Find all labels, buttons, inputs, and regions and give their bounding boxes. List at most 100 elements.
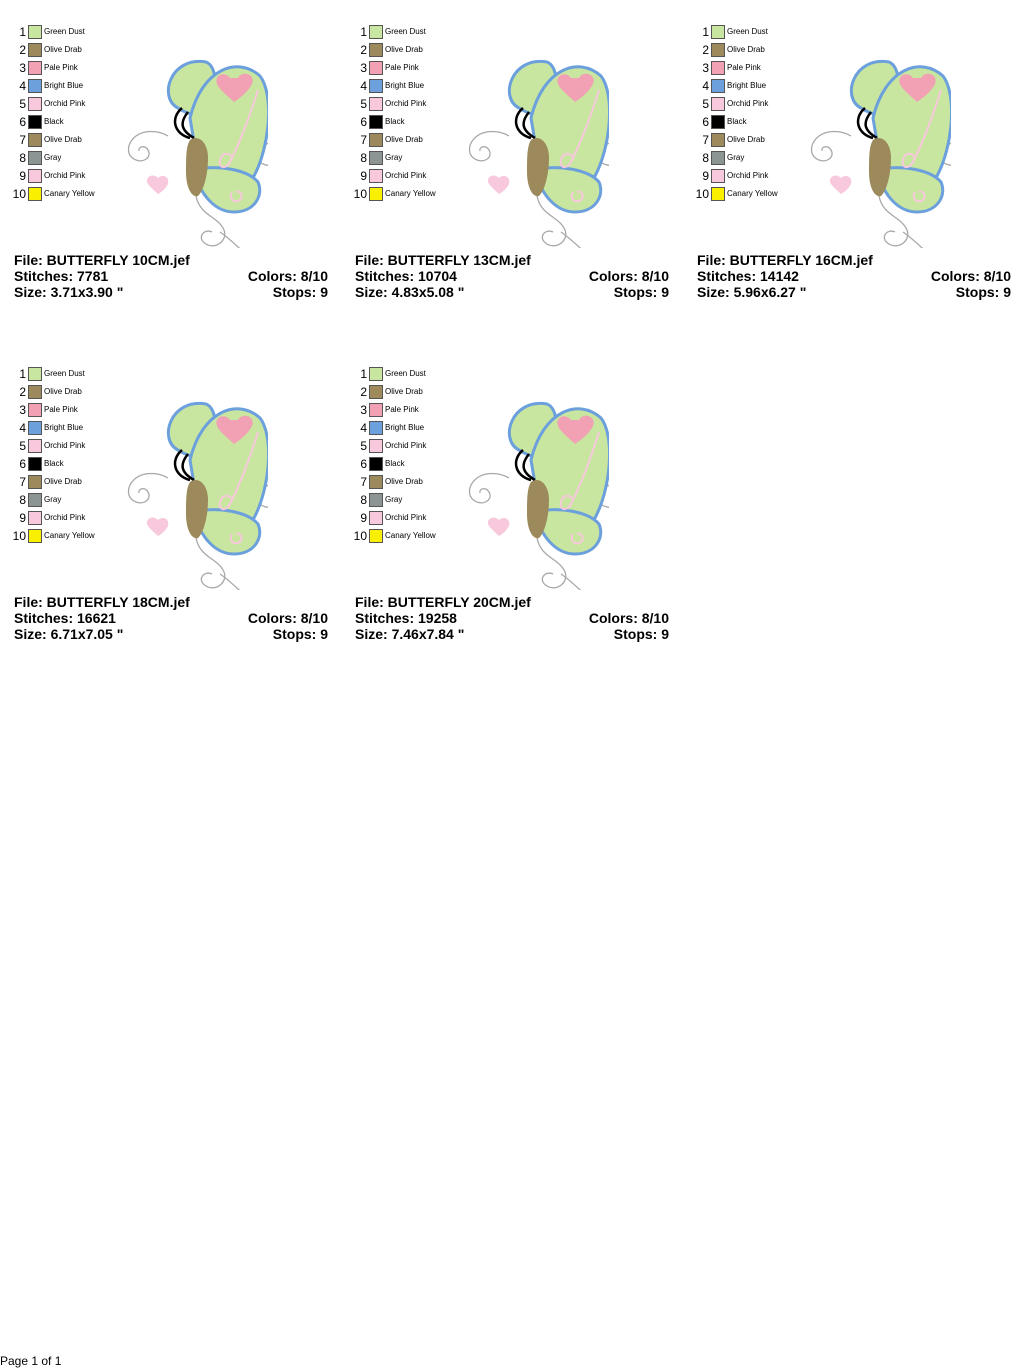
legend-row: 6 Black [683, 114, 803, 132]
file-row: File: BUTTERFLY 18CM.jef [14, 594, 328, 610]
color-swatch [369, 43, 383, 57]
size-row: Size: 6.71x7.05 " Stops: 9 [14, 626, 328, 642]
legend-row: 4 Bright Blue [341, 78, 461, 96]
color-swatch [28, 457, 42, 471]
design-card-2: 1 Green Dust 2 Olive Drab 3 Pale Pink 4 Bright … [341, 24, 671, 324]
legend-row: 5 Orchid Pink [341, 438, 461, 456]
color-swatch [28, 79, 42, 93]
legend-row: 9 Orchid Pink [683, 168, 803, 186]
stop-count: Stops: 9 [272, 284, 328, 300]
color-swatch [369, 25, 383, 39]
legend-row: 9 Orchid Pink [341, 168, 461, 186]
legend-row: 7 Olive Drab [0, 132, 120, 150]
color-swatch [711, 151, 725, 165]
thread-color-name: Pale Pink [44, 63, 78, 72]
legend-number: 4 [19, 421, 26, 435]
design-size: Size: 3.71x3.90 " [14, 284, 124, 300]
color-swatch [369, 61, 383, 75]
thread-color-name: Canary Yellow [385, 189, 436, 198]
stitch-count: Stitches: 14142 [697, 268, 799, 284]
color-swatch [28, 169, 42, 183]
design-info: File: BUTTERFLY 13CM.jef Stitches: 10704… [355, 252, 669, 300]
thread-color-name: Black [385, 117, 405, 126]
legend-row: 6 Black [341, 114, 461, 132]
legend-row: 6 Black [0, 114, 120, 132]
thread-color-name: Olive Drab [385, 135, 423, 144]
design-info: File: BUTTERFLY 20CM.jef Stitches: 19258… [355, 594, 669, 642]
color-swatch [711, 79, 725, 93]
design-info: File: BUTTERFLY 10CM.jef Stitches: 7781 … [14, 252, 328, 300]
thread-color-name: Green Dust [44, 27, 85, 36]
thread-color-name: Black [44, 117, 64, 126]
legend-number: 6 [360, 115, 367, 129]
file-name: File: BUTTERFLY 20CM.jef [355, 594, 531, 610]
thread-color-name: Gray [385, 153, 403, 162]
color-legend: 1 Green Dust 2 Olive Drab 3 Pale Pink 4 Bright … [683, 24, 803, 204]
thread-color-name: Gray [385, 495, 403, 504]
color-swatch [369, 421, 383, 435]
legend-row: 7 Olive Drab [341, 132, 461, 150]
legend-row: 10 Canary Yellow [341, 186, 461, 204]
color-swatch [369, 97, 383, 111]
thread-color-name: Canary Yellow [44, 189, 95, 198]
legend-number: 3 [702, 61, 709, 75]
color-swatch [28, 151, 42, 165]
color-legend: 1 Green Dust 2 Olive Drab 3 Pale Pink 4 Bright … [341, 24, 461, 204]
legend-number: 5 [19, 97, 26, 111]
thread-color-name: Olive Drab [44, 387, 82, 396]
butterfly-design-image [127, 59, 268, 248]
thread-color-name: Gray [44, 153, 62, 162]
thread-color-name: Orchid Pink [44, 441, 86, 450]
stop-count: Stops: 9 [272, 626, 328, 642]
color-swatch [369, 187, 383, 201]
legend-number: 5 [19, 439, 26, 453]
thread-color-name: Green Dust [44, 369, 85, 378]
butterfly-design-image [468, 401, 609, 590]
thread-color-name: Olive Drab [44, 135, 82, 144]
color-swatch [28, 439, 42, 453]
legend-row: 10 Canary Yellow [341, 528, 461, 546]
legend-number: 7 [360, 133, 367, 147]
legend-row: 3 Pale Pink [0, 402, 120, 420]
legend-number: 8 [360, 151, 367, 165]
color-swatch [28, 97, 42, 111]
legend-number: 9 [19, 169, 26, 183]
design-card-1: 1 Green Dust 2 Olive Drab 3 Pale Pink 4 Bright … [0, 24, 330, 324]
legend-row: 7 Olive Drab [341, 474, 461, 492]
thread-color-name: Orchid Pink [385, 441, 427, 450]
color-swatch [711, 187, 725, 201]
thread-color-name: Olive Drab [44, 477, 82, 486]
color-swatch [28, 529, 42, 543]
legend-number: 1 [702, 25, 709, 39]
thread-color-name: Olive Drab [727, 135, 765, 144]
legend-row: 6 Black [0, 456, 120, 474]
stitches-row: Stitches: 10704 Colors: 8/10 [355, 268, 669, 284]
legend-number: 6 [702, 115, 709, 129]
legend-number: 7 [19, 133, 26, 147]
legend-number: 1 [360, 25, 367, 39]
legend-row: 5 Orchid Pink [0, 96, 120, 114]
color-swatch [28, 43, 42, 57]
color-swatch [28, 115, 42, 129]
color-swatch [369, 511, 383, 525]
color-swatch [28, 133, 42, 147]
legend-row: 7 Olive Drab [0, 474, 120, 492]
color-swatch [369, 457, 383, 471]
color-swatch [28, 403, 42, 417]
color-swatch [711, 97, 725, 111]
thread-color-name: Orchid Pink [727, 99, 769, 108]
legend-row: 5 Orchid Pink [683, 96, 803, 114]
legend-number: 1 [19, 367, 26, 381]
legend-number: 9 [360, 169, 367, 183]
legend-number: 5 [360, 97, 367, 111]
design-card-3: 1 Green Dust 2 Olive Drab 3 Pale Pink 4 Bright … [683, 24, 1013, 324]
color-swatch [369, 133, 383, 147]
thread-color-name: Olive Drab [385, 45, 423, 54]
color-swatch [711, 43, 725, 57]
legend-number: 4 [360, 79, 367, 93]
size-row: Size: 3.71x3.90 " Stops: 9 [14, 284, 328, 300]
legend-row: 2 Olive Drab [0, 384, 120, 402]
color-swatch [369, 529, 383, 543]
legend-row: 6 Black [341, 456, 461, 474]
thread-color-name: Olive Drab [727, 45, 765, 54]
